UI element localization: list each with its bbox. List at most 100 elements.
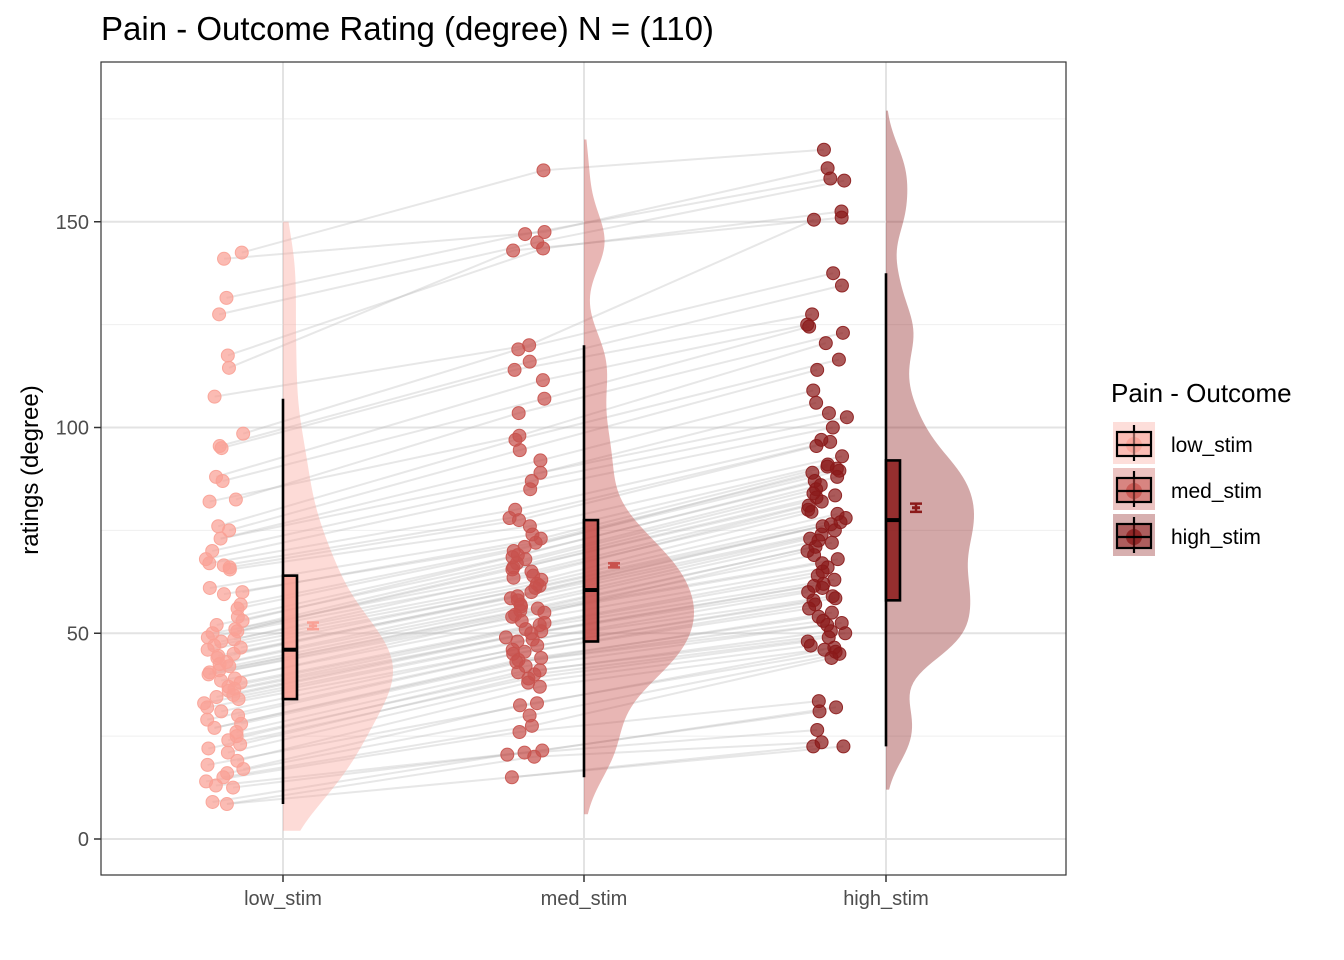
paired-line: [519, 700, 819, 734]
paired-lines-layer: [203, 148, 848, 806]
paired-line: [211, 480, 533, 552]
paired-line: [543, 148, 825, 172]
paired-line: [236, 669, 541, 738]
paired-line: [525, 484, 821, 561]
point-high_stim: [806, 383, 821, 398]
point-med_stim: [527, 749, 542, 764]
point-low_stim: [221, 360, 236, 375]
point-med_stim: [523, 482, 538, 497]
paired-line: [217, 597, 512, 659]
paired-line: [228, 671, 519, 742]
paired-line: [512, 496, 817, 571]
point-med_stim: [532, 679, 547, 694]
point-low_stim: [228, 492, 243, 507]
paired-line: [209, 609, 521, 674]
point-med_stim: [518, 227, 533, 242]
paired-line: [228, 624, 540, 688]
paired-line: [242, 348, 519, 435]
paired-line: [531, 523, 832, 594]
paired-line: [223, 517, 510, 567]
paired-line: [532, 504, 809, 577]
paired-line: [241, 169, 544, 254]
paired-line: [232, 751, 525, 789]
point-low_stim: [208, 778, 223, 793]
paired-line: [228, 249, 514, 369]
point-med_stim: [521, 675, 536, 690]
paired-line: [221, 648, 513, 713]
point-high_stim: [825, 420, 840, 435]
paired-line: [539, 646, 835, 688]
paired-line: [215, 379, 544, 478]
paired-line: [540, 389, 814, 462]
half-violin-layer: [283, 110, 974, 831]
paired-line: [208, 677, 529, 750]
point-high_stim: [816, 142, 831, 157]
point-high_stim: [810, 722, 825, 737]
paired-line: [215, 749, 543, 787]
point-med_stim: [522, 354, 537, 369]
legend-label-low_stim: low_stim: [1171, 434, 1253, 457]
point-high_stim: [824, 535, 839, 550]
paired-line: [505, 586, 823, 639]
point-high_stim: [823, 171, 838, 186]
paired-line: [528, 640, 808, 680]
paired-line: [209, 508, 516, 565]
point-med_stim: [511, 665, 526, 680]
paired-line: [507, 728, 818, 756]
paired-line: [512, 599, 814, 651]
paired-line: [524, 603, 816, 653]
point-low_stim: [201, 667, 216, 682]
point-med_stim: [504, 770, 519, 785]
mean-point-med_stim: [610, 563, 618, 567]
point-high_stim: [827, 523, 842, 538]
point-high_stim: [838, 626, 853, 641]
point-med_stim: [506, 570, 521, 585]
paired-line: [542, 323, 808, 382]
point-high_stim: [834, 278, 849, 293]
point-med_stim: [535, 373, 550, 388]
paired-line: [228, 630, 542, 692]
paired-line: [512, 216, 842, 252]
point-low_stim: [220, 348, 235, 363]
point-low_stim: [202, 494, 217, 509]
paired-line: [529, 426, 834, 491]
paired-line: [217, 438, 516, 528]
point-low_stim: [213, 531, 228, 546]
y-tick-label: 150: [56, 212, 89, 234]
paired-line: [518, 615, 819, 661]
point-med_stim: [511, 342, 526, 357]
paired-line: [207, 587, 536, 651]
box-low_stim: [281, 574, 299, 701]
point-low_stim: [221, 733, 236, 748]
paired-line: [514, 313, 813, 371]
point-med_stim: [524, 718, 539, 733]
paired-line: [539, 630, 832, 672]
paired-line: [540, 611, 833, 659]
legend-label-med_stim: med_stim: [1171, 480, 1262, 503]
point-med_stim: [536, 241, 551, 256]
point-low_stim: [219, 797, 234, 812]
point-low_stim: [231, 692, 246, 707]
paired-line: [223, 231, 545, 260]
point-low_stim: [209, 690, 224, 705]
violin-high_stim: [886, 110, 974, 790]
point-high_stim: [809, 395, 824, 410]
paired-line: [228, 449, 521, 532]
paired-line: [233, 576, 514, 641]
x-tick-label: high_stim: [843, 888, 929, 910]
boxplot-layer: [281, 273, 902, 805]
point-high_stim: [839, 410, 854, 425]
paired-line: [208, 611, 545, 676]
paired-line: [207, 574, 534, 639]
y-tick-label: 50: [67, 623, 89, 645]
y-tick-label: 0: [78, 829, 89, 851]
paired-line: [234, 615, 513, 680]
paired-line: [219, 603, 521, 666]
point-high_stim: [835, 325, 850, 340]
paired-line: [519, 650, 836, 707]
paired-line: [227, 681, 529, 754]
point-med_stim: [507, 362, 522, 377]
paired-line: [529, 284, 843, 363]
paired-line: [512, 494, 836, 571]
point-low_stim: [207, 720, 222, 735]
